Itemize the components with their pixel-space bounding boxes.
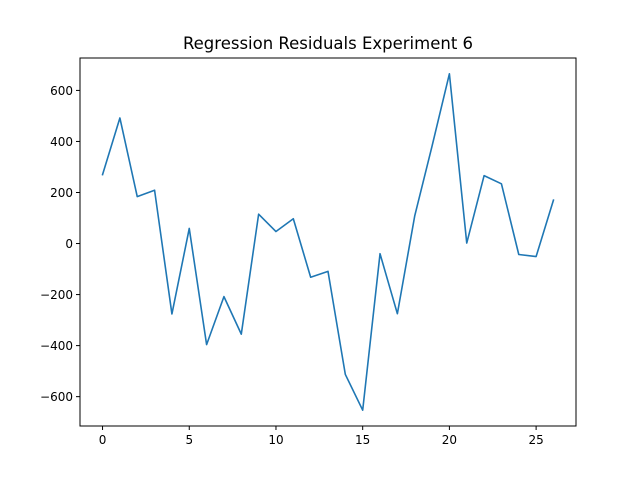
chart-title: Regression Residuals Experiment 6 [183,34,473,53]
series-line [101,73,555,411]
x-tick-label: 20 [442,433,457,447]
x-tick-label: 10 [268,433,283,447]
y-tick-label: −200 [40,288,73,302]
y-tick-label: 600 [50,84,73,98]
x-tick-label: 15 [355,433,370,447]
x-tick-label: 0 [99,433,107,447]
series-layer [101,73,555,411]
y-tick-label: 0 [65,237,73,251]
x-tick-label: 5 [185,433,193,447]
y-tick-label: 200 [50,186,73,200]
y-tick-label: −400 [40,339,73,353]
y-tick-label: 400 [50,135,73,149]
x-tick-label: 25 [528,433,543,447]
plot-frame [79,57,577,427]
y-tick-label: −600 [40,390,73,404]
ticks-layer: 0 5 10 15 20 25 −600 −400 −200 0 200 400 600 [40,84,544,447]
